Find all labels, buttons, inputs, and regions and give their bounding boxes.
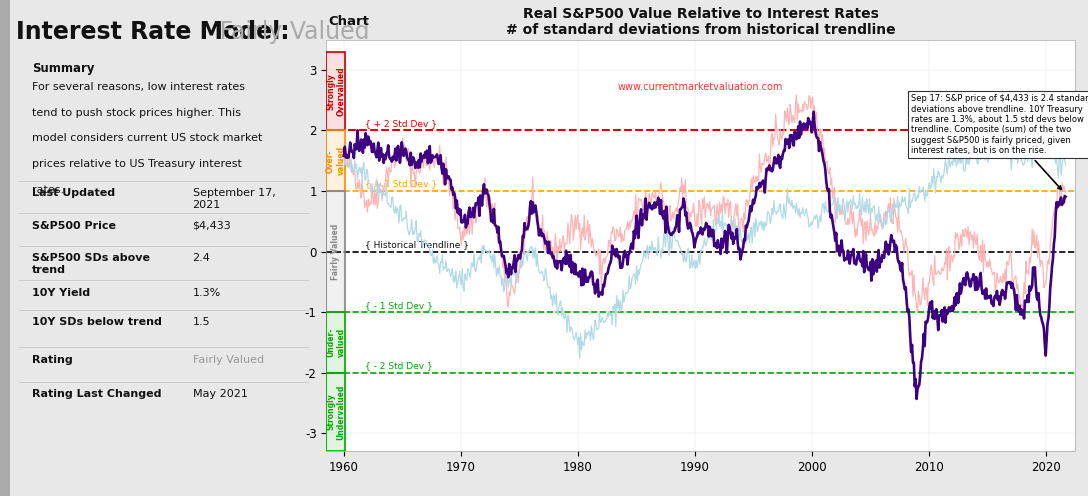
Text: model considers current US stock market: model considers current US stock market [32, 133, 262, 143]
Text: Strongly
Undervalued: Strongly Undervalued [326, 384, 346, 439]
Text: { Historical Trendline }: { Historical Trendline } [364, 240, 469, 249]
Text: Last Updated: Last Updated [32, 188, 115, 198]
Text: Fairly Valued: Fairly Valued [193, 355, 263, 365]
Text: Interest Rate Model:: Interest Rate Model: [16, 20, 289, 44]
Text: S&P500 SDs above
trend: S&P500 SDs above trend [32, 253, 150, 275]
Text: Over-
valued: Over- valued [326, 146, 346, 175]
Text: 10Y SDs below trend: 10Y SDs below trend [32, 317, 162, 327]
Text: September 17,
2021: September 17, 2021 [193, 188, 275, 210]
Text: May 2021: May 2021 [193, 389, 247, 399]
Text: $4,433: $4,433 [193, 221, 232, 231]
Text: 1.5: 1.5 [193, 317, 210, 327]
Title: Real S&P500 Value Relative to Interest Rates
# of standard deviations from histo: Real S&P500 Value Relative to Interest R… [506, 7, 895, 37]
Text: S&P500 Price: S&P500 Price [32, 221, 116, 231]
Text: Strongly
Overvalued: Strongly Overvalued [326, 66, 346, 116]
Text: { - 2 Std Dev }: { - 2 Std Dev } [364, 361, 433, 370]
Text: { + 1 Std Dev }: { + 1 Std Dev } [364, 180, 437, 188]
Text: prices relative to US Treasury interest: prices relative to US Treasury interest [32, 159, 242, 169]
Text: { - 1 Std Dev }: { - 1 Std Dev } [364, 301, 433, 310]
Text: tend to push stock prices higher. This: tend to push stock prices higher. This [32, 108, 242, 118]
Text: rates.: rates. [32, 185, 64, 195]
Text: For several reasons, low interest rates: For several reasons, low interest rates [32, 82, 245, 92]
Text: Fairly Valued: Fairly Valued [331, 224, 341, 280]
Text: 1.3%: 1.3% [193, 288, 221, 298]
Text: Rating: Rating [32, 355, 73, 365]
Text: Under-
valued: Under- valued [326, 328, 346, 357]
Text: 10Y Yield: 10Y Yield [32, 288, 90, 298]
Text: 2.4: 2.4 [193, 253, 210, 263]
Text: Sep 17: S&P price of $4,433 is 2.4 standard
deviations above trendline. 10Y Trea: Sep 17: S&P price of $4,433 is 2.4 stand… [912, 94, 1088, 189]
Text: www.currentmarketvaluation.com: www.currentmarketvaluation.com [618, 82, 783, 92]
Text: Chart: Chart [329, 15, 370, 28]
Text: Summary: Summary [32, 62, 95, 75]
Text: Fairly Valued: Fairly Valued [212, 20, 370, 44]
Bar [0, 0, 10, 496]
Text: Rating Last Changed: Rating Last Changed [32, 389, 162, 399]
Text: { + 2 Std Dev }: { + 2 Std Dev } [364, 119, 437, 128]
